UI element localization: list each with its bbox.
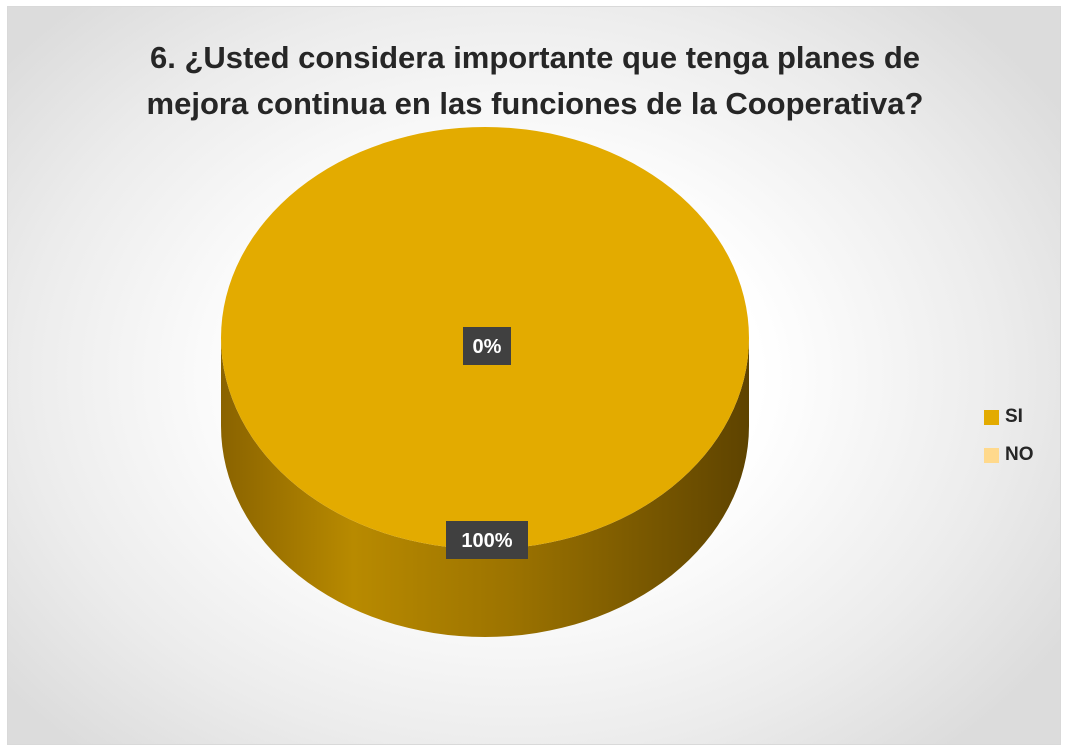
legend: SI NO bbox=[984, 398, 1034, 474]
data-label-no: 0% bbox=[463, 327, 511, 365]
svg-text:100%: 100% bbox=[461, 530, 512, 552]
chart-area: 6. ¿Usted considera importante que tenga… bbox=[7, 6, 1061, 745]
legend-swatch-no bbox=[984, 447, 999, 463]
legend-item-si[interactable]: SI bbox=[984, 398, 1034, 436]
data-label-si: 100% bbox=[446, 521, 528, 559]
svg-text:0%: 0% bbox=[473, 336, 502, 358]
legend-label-no: NO bbox=[1005, 444, 1034, 465]
legend-item-no[interactable]: NO bbox=[984, 436, 1034, 474]
chart-title-line-2: mejora continua en las funciones de la C… bbox=[146, 86, 924, 121]
legend-label-si: SI bbox=[1005, 406, 1023, 427]
chart-title-line-1: 6. ¿Usted considera importante que tenga… bbox=[149, 40, 920, 75]
pie-side-wall bbox=[221, 338, 749, 637]
pie-plot: 0% 100% bbox=[221, 127, 749, 637]
chart-title: 6. ¿Usted considera importante que tenga… bbox=[8, 35, 1062, 127]
legend-swatch-si bbox=[984, 409, 999, 425]
